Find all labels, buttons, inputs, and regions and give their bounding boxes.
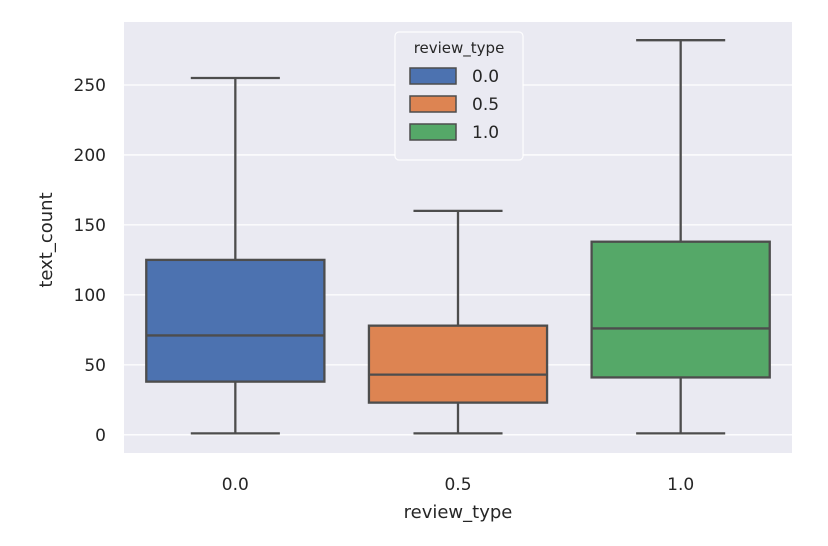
y-tick-label: 150	[74, 216, 106, 236]
box-body	[145, 258, 326, 383]
legend-entries: 0.0 0.5 1.0	[409, 67, 499, 143]
y-tick-label: 50	[84, 356, 106, 376]
x-axis-label: review_type	[404, 502, 513, 523]
legend: review_type 0.0 0.5 1.0	[394, 31, 524, 161]
box-body	[590, 240, 771, 379]
x-tick-label: 0.5	[444, 475, 471, 495]
legend-label: 1.0	[472, 123, 499, 143]
legend-swatch	[409, 123, 457, 141]
legend-title: review_type	[414, 39, 505, 58]
box-series	[145, 39, 771, 435]
y-tick-label: 200	[74, 146, 106, 166]
legend-label: 0.5	[472, 95, 499, 115]
legend-label: 0.0	[472, 67, 499, 87]
y-axis-label: text_count	[36, 192, 57, 287]
legend-swatch	[409, 67, 457, 85]
y-tick-label: 0	[95, 426, 106, 446]
legend-swatch	[409, 95, 457, 113]
box-0-0	[145, 76, 326, 435]
y-tick-label: 250	[74, 76, 106, 96]
box-1-0	[590, 39, 771, 435]
x-tick-label: 0.0	[222, 475, 249, 495]
x-tick-label: 1.0	[667, 475, 694, 495]
y-tick-labels: 0 50 100 150 200 250	[74, 76, 106, 446]
box-0-5	[367, 209, 549, 435]
box-body	[367, 324, 549, 404]
y-tick-label: 100	[74, 286, 106, 306]
x-tick-labels: 0.0 0.5 1.0	[222, 475, 694, 495]
